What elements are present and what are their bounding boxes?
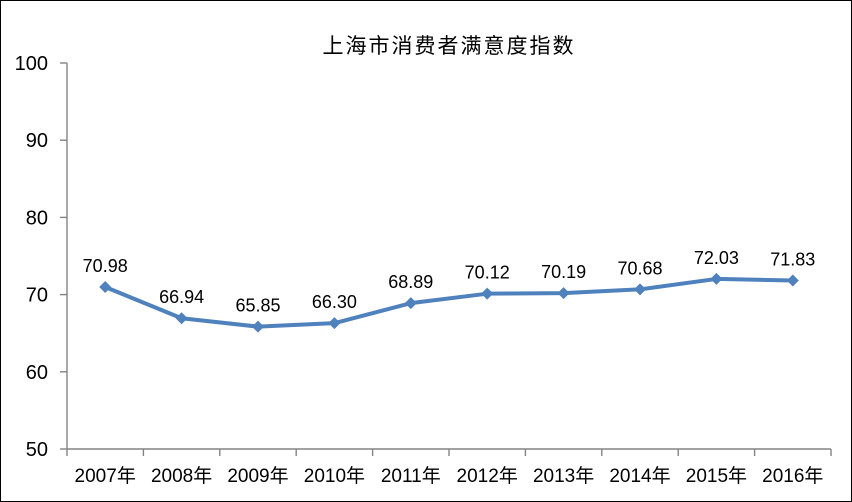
data-point-marker [404,297,417,310]
x-tick-label: 2016年 [762,465,823,487]
data-label: 70.12 [465,263,510,283]
data-point-marker [481,287,494,300]
data-point-marker [99,281,112,294]
x-tick-label: 2012年 [457,465,518,487]
y-tick-label: 90 [26,130,48,152]
x-tick-label: 2013年 [533,465,594,487]
y-tick-label: 100 [15,53,48,75]
chart-title: 上海市消费者满意度指数 [322,35,576,58]
data-label: 70.98 [83,256,128,276]
data-label: 71.83 [770,249,815,269]
data-point-marker [328,317,341,330]
x-tick-label: 2010年 [304,465,365,487]
x-tick-label: 2007年 [75,465,136,487]
y-tick-label: 80 [26,207,48,229]
x-tick-label: 2011年 [381,465,441,487]
data-label: 72.03 [694,248,739,268]
data-label: 68.89 [388,272,433,292]
x-tick-label: 2008年 [151,465,212,487]
data-label: 70.19 [541,262,586,282]
data-point-marker [252,320,264,333]
data-point-marker [557,287,570,300]
data-label: 65.85 [235,296,280,316]
series-line [103,276,795,329]
x-tick-label: 2009年 [227,465,288,487]
data-point-marker [175,312,188,325]
data-label: 66.94 [159,287,204,307]
y-tick-label: 60 [26,362,48,384]
data-point-marker [786,274,799,287]
data-point-marker [710,272,723,285]
data-label: 70.68 [617,258,662,278]
x-tick-label: 2014年 [609,465,670,487]
x-tick-label: 2015年 [686,465,747,487]
y-tick-label: 50 [26,439,48,461]
data-label: 66.30 [312,292,357,312]
data-point-marker [634,283,646,296]
y-tick-label: 70 [26,285,48,307]
